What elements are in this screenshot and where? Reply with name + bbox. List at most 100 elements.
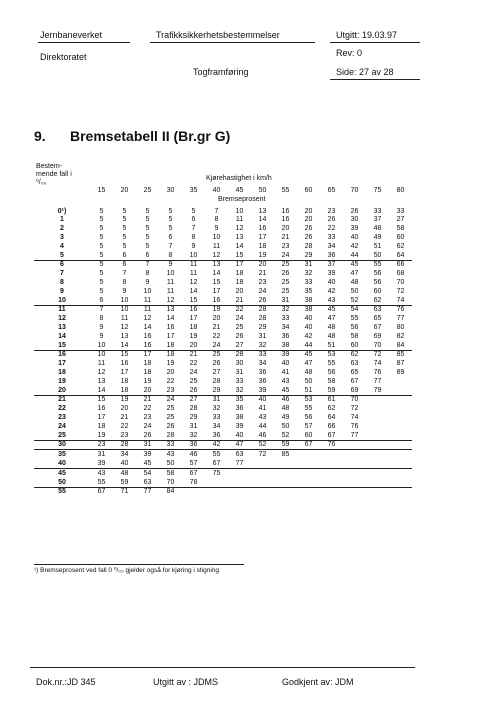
brake-percent-cell: 51 [304, 386, 313, 394]
brake-percent-cell: 55 [327, 360, 336, 368]
brake-percent-cell: 84 [159, 486, 182, 497]
brake-percent-cell [297, 467, 320, 478]
brake-percent-cell: 11 [189, 270, 198, 278]
brake-percent-cell: 9 [145, 279, 150, 287]
brake-percent-cell: 33 [304, 279, 313, 287]
brake-percent-cell: 18 [258, 242, 267, 250]
brake-percent-cell: 66 [389, 259, 412, 270]
brake-percent-cell: 52 [251, 439, 274, 450]
brake-percent-cell: 7 [122, 270, 127, 278]
brake-percent-cell: 19 [113, 394, 136, 405]
brake-percent-cell: 70 [166, 478, 175, 486]
brake-percent-cell: 18 [159, 349, 182, 360]
brake-percent-cell: 63 [366, 304, 389, 315]
speed-header-cell: 55 [281, 186, 290, 194]
brake-percent-cell: 32 [304, 270, 313, 278]
brake-percent-cell: 16 [143, 341, 152, 349]
brake-percent-cell: 17 [189, 315, 198, 323]
brake-percent-cell [389, 478, 412, 487]
brake-percent-cell: 33 [373, 207, 382, 215]
brake-percent-cell: 46 [258, 431, 267, 439]
brake-percent-cell: 24 [212, 341, 221, 349]
brake-percent-cell: 59 [327, 386, 336, 394]
table-row: 6 5 6 7 9 11 13 17 20 25 31 37 45 55 66 [34, 259, 412, 270]
brake-percent-cell [320, 478, 343, 487]
brake-percent-cell: 5 [145, 225, 150, 233]
table-row: 15 10 14 16 18 20 24 27 32 38 44 51 60 70 84 [34, 341, 412, 350]
brake-percent-cell [366, 431, 389, 440]
brake-percent-cell [251, 486, 274, 497]
speed-header-cell: 60 [304, 186, 313, 194]
brake-percent-cell: 45 [143, 460, 152, 467]
brake-percent-cell: 66 [327, 422, 336, 430]
brake-percent-cell: 45 [343, 259, 366, 270]
table-row: 23 17 21 23 25 29 33 38 43 49 56 64 74 [34, 413, 412, 422]
header-rule [330, 79, 420, 80]
brake-percent-cell: 39 [327, 270, 336, 278]
brake-percent-cell: 47 [327, 315, 336, 323]
brake-percent-cell: 5 [122, 234, 127, 242]
brake-percent-cell [389, 449, 412, 460]
brake-percent-cell: 74 [396, 296, 405, 304]
brake-percent-cell [274, 467, 297, 478]
gradient-cell: 20 [58, 386, 66, 394]
brake-percent-cell: 52 [350, 296, 359, 304]
brake-percent-cell: 84 [396, 341, 405, 349]
brake-percent-cell: 17 [120, 369, 129, 377]
brake-percent-cell [343, 467, 366, 478]
brake-percent-cell: 32 [258, 341, 267, 349]
brake-percent-cell [228, 467, 251, 478]
brake-percent-cell: 26 [304, 234, 313, 242]
brake-percent-cell: 31 [258, 332, 267, 340]
brake-percent-cell: 11 [212, 242, 221, 250]
header-dept: Direktoratet [40, 52, 87, 62]
brake-percent-cell: 5 [99, 216, 104, 224]
brake-percent-cell: 77 [373, 377, 382, 385]
speed-row-spacer [34, 186, 90, 195]
brake-percent-cell: 7 [191, 225, 196, 233]
brake-percent-cell: 23 [327, 207, 336, 215]
gradient-cell: 9 [60, 287, 64, 295]
brake-percent-cell: 68 [396, 270, 405, 278]
brake-percent-cell: 55 [350, 315, 359, 323]
footnote: ¹) Bremseprosent ved fall 0 ⁰/₀₀ gjelder… [34, 567, 220, 574]
brake-percent-cell: 57 [304, 422, 313, 430]
brake-percent-cell: 26 [304, 225, 313, 233]
header-org: Jernbaneverket [40, 30, 103, 40]
brake-percent-cell: 22 [327, 225, 336, 233]
table-row: 14 9 13 16 17 19 22 26 31 36 42 48 58 69 82 [34, 332, 412, 341]
brake-percent-cell: 72 [366, 349, 389, 360]
brake-percent-cell: 12 [97, 369, 106, 377]
brake-percent-cell: 36 [182, 439, 205, 450]
brake-percent-cell: 34 [327, 242, 336, 250]
brake-percent-cell: 50 [373, 251, 382, 259]
brake-percent-cell: 33 [159, 439, 182, 450]
gradient-cell: 6 [34, 259, 90, 270]
section-number: 9. [34, 128, 46, 144]
brake-percent-cell [343, 459, 366, 468]
brake-percent-cell [320, 459, 343, 468]
brake-percent-cell: 13 [258, 207, 267, 215]
brake-percent-cell: 60 [396, 234, 405, 242]
gradient-cell: 1 [60, 216, 64, 224]
brake-percent-cell [320, 486, 343, 497]
brake-percent-cell: 71 [113, 486, 136, 497]
brake-percent-cell: 5 [99, 287, 104, 295]
brake-percent-cell [366, 486, 389, 497]
brake-percent-cell: 23 [258, 279, 267, 287]
brake-percent-cell: 24 [143, 422, 152, 430]
brake-percent-cell: 70 [343, 394, 366, 405]
table-row: 40 39 40 45 50 57 67 77 [34, 459, 412, 468]
brake-percent-cell: 65 [373, 315, 382, 323]
brake-percent-cell [274, 486, 297, 497]
brake-percent-cell: 10 [113, 304, 136, 315]
brake-percent-cell: 36 [327, 251, 336, 259]
brake-percent-cell: 89 [396, 369, 405, 377]
brake-percent-cell: 55 [97, 478, 106, 486]
section-title: Bremsetabell II (Br.gr G) [70, 128, 231, 144]
brake-percent-cell: 5 [99, 270, 104, 278]
brake-percent-cell [228, 486, 251, 497]
brake-percent-cell [251, 478, 274, 487]
brake-percent-cell: 39 [97, 460, 106, 467]
brake-percent-cell: 23 [166, 386, 175, 394]
